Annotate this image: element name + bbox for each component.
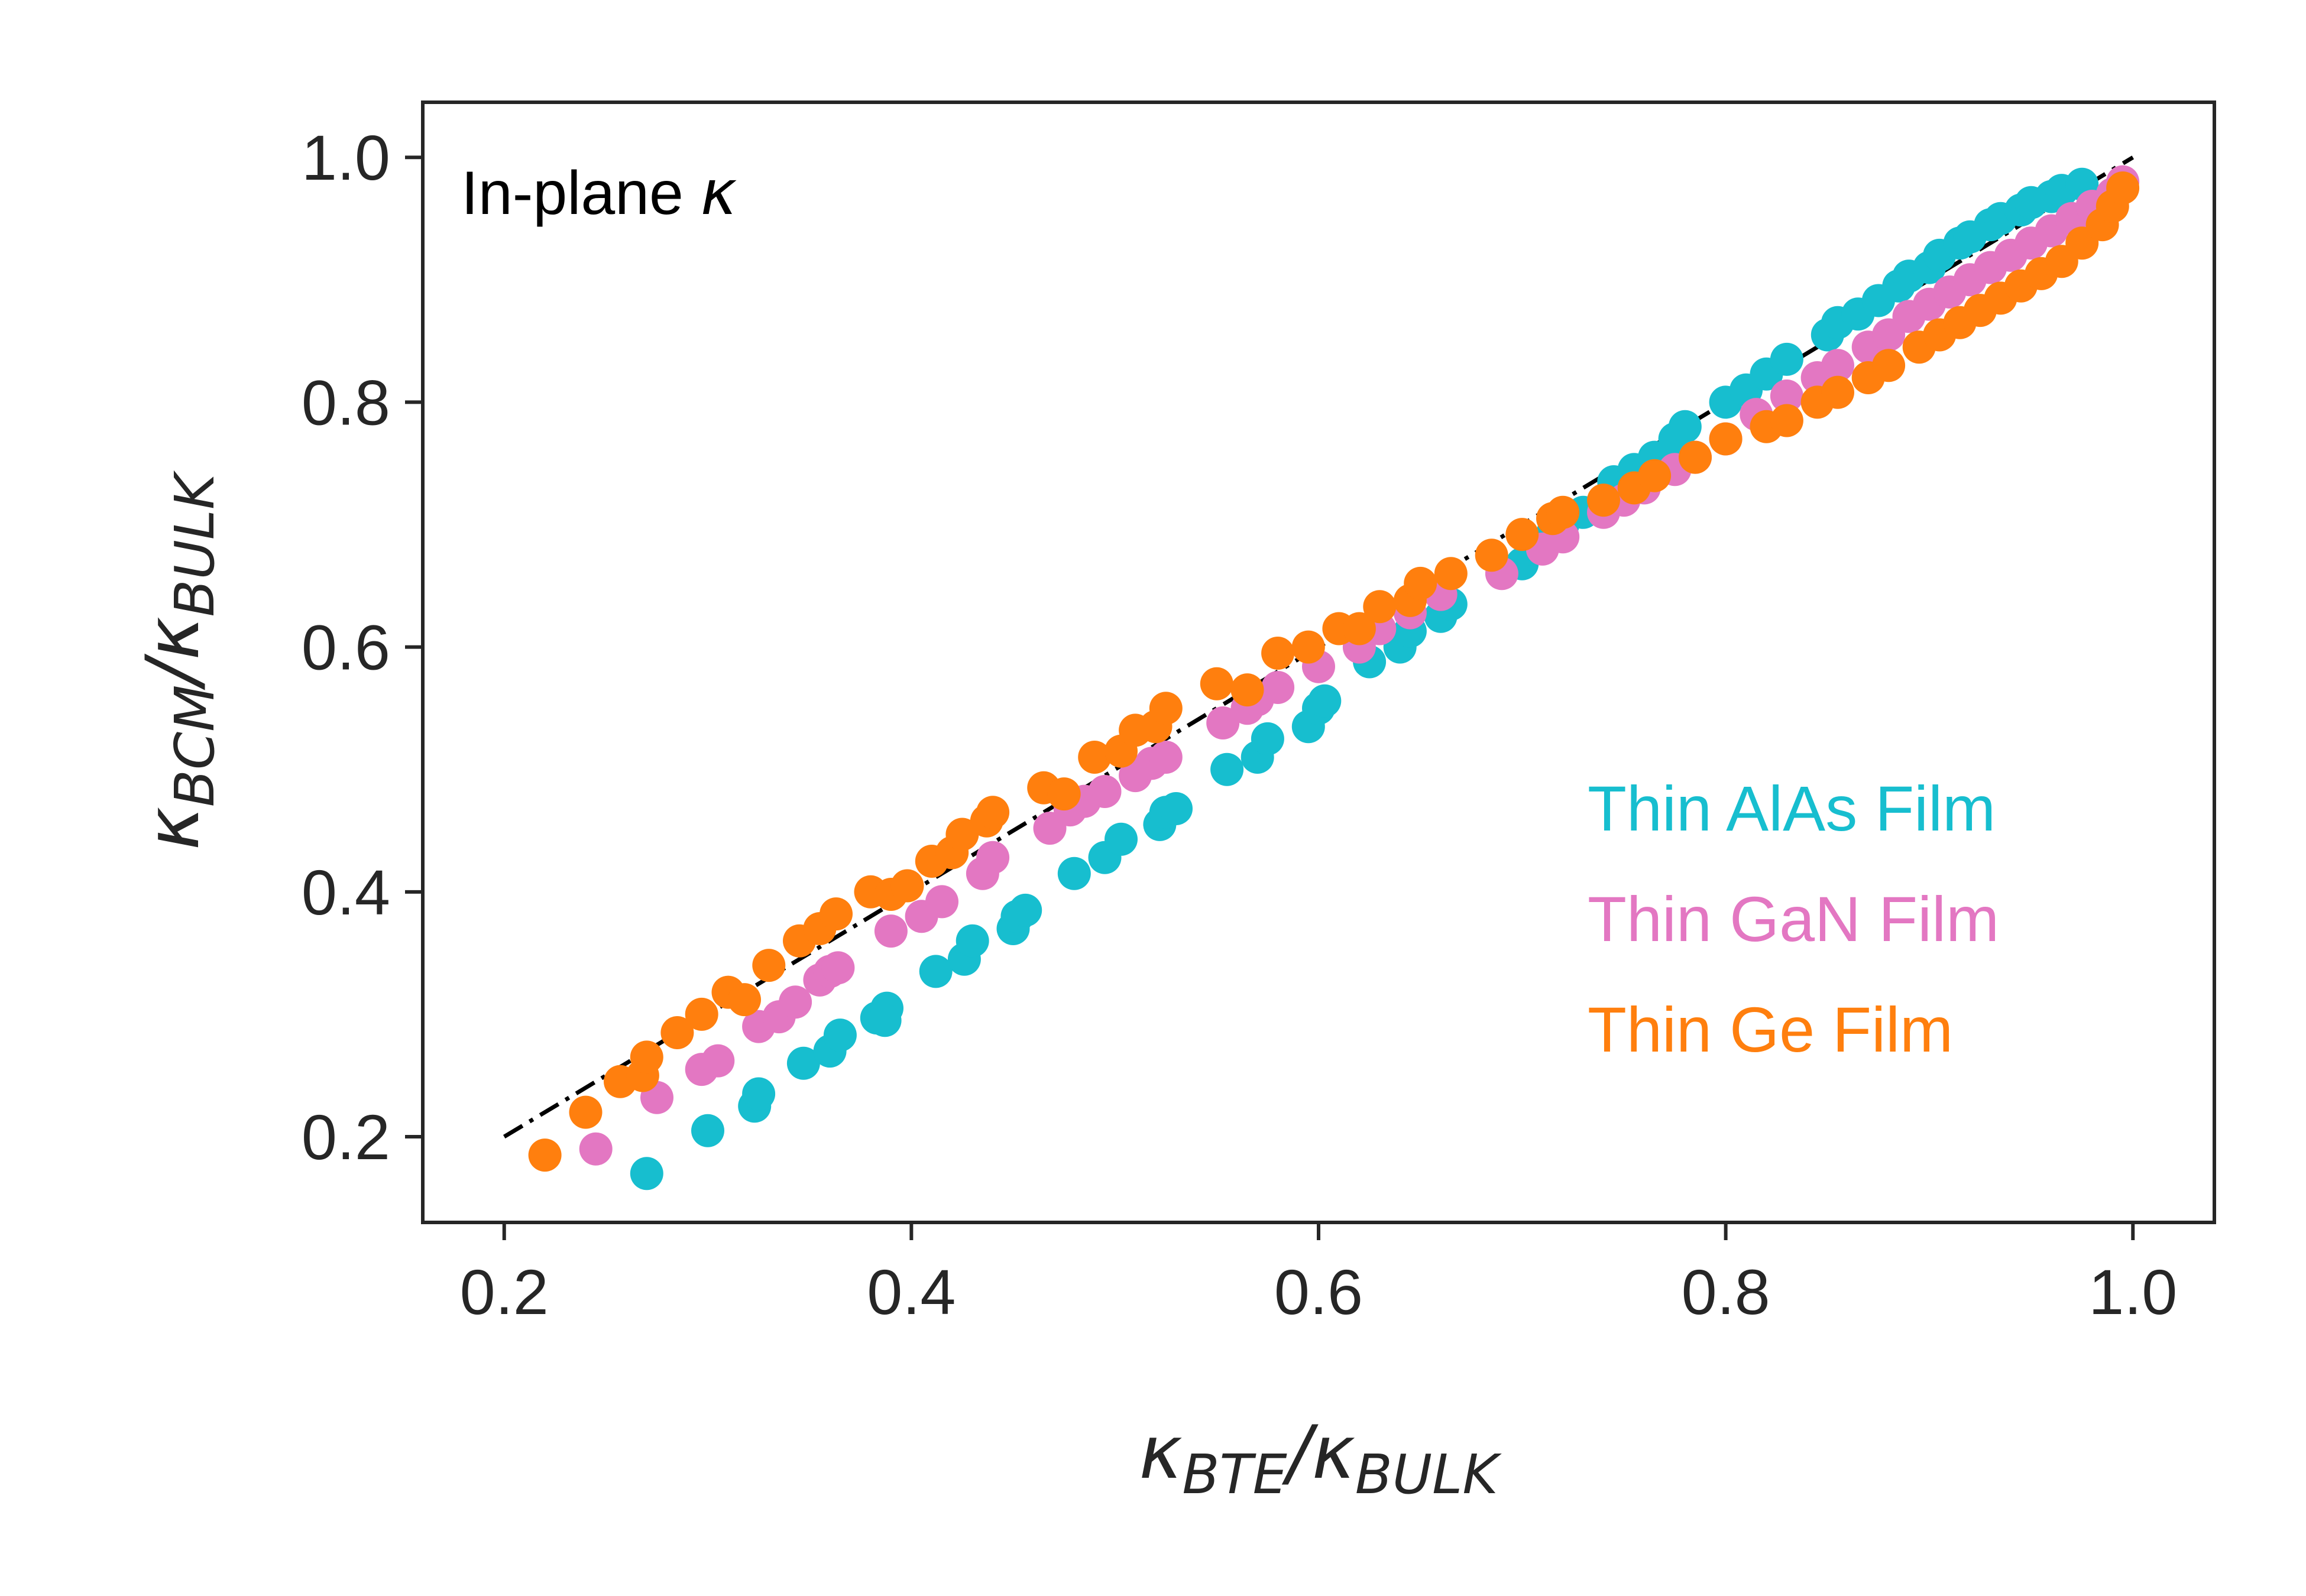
x-axis-ticks: 0.2 0.4 0.6 0.8 1.0: [460, 1222, 2177, 1328]
data-point: [1200, 667, 1233, 700]
data-point: [1149, 692, 1183, 725]
y-tick-label: 0.2: [302, 1101, 390, 1173]
data-point: [1047, 777, 1081, 811]
x-tick-label: 1.0: [2088, 1256, 2177, 1328]
data-point: [1251, 722, 1284, 755]
legend-entry: Thin GaN Film: [1588, 883, 1999, 955]
data-point: [1770, 342, 1803, 376]
data-point: [956, 924, 989, 958]
data-point: [1206, 706, 1240, 739]
data-point: [701, 1044, 735, 1078]
data-point: [1342, 612, 1376, 645]
data-point: [1160, 792, 1193, 825]
data-point: [925, 885, 958, 919]
series-2: [528, 171, 2140, 1172]
data-point: [1638, 459, 1672, 492]
x-tick-label: 0.2: [460, 1256, 549, 1328]
data-point: [630, 1040, 663, 1074]
data-point: [1088, 775, 1122, 808]
legend-entry: Thin AlAs Film: [1588, 773, 1996, 844]
data-point: [1404, 566, 1437, 600]
series-1: [579, 165, 2140, 1166]
y-axis-title: κBCM/κBULK: [131, 470, 226, 850]
data-point: [728, 983, 761, 1017]
data-point: [752, 949, 786, 982]
data-point: [823, 1018, 857, 1052]
plot-annotation: In-plane κ: [461, 157, 737, 229]
data-point: [1679, 440, 1712, 474]
data-point: [874, 914, 908, 948]
data-point: [868, 1004, 902, 1037]
x-tick-label: 0.4: [867, 1256, 956, 1328]
data-point: [1261, 637, 1295, 670]
x-axis-title: κBTE/κBULK: [1139, 1410, 1502, 1506]
data-point: [1291, 630, 1325, 664]
data-point: [660, 1016, 694, 1049]
data-point: [820, 897, 853, 931]
data-point: [1308, 684, 1342, 718]
x-tick-label: 0.6: [1274, 1256, 1363, 1328]
y-tick-label: 0.4: [302, 857, 390, 928]
data-point: [821, 951, 855, 985]
legend-entry: Thin Ge Film: [1588, 994, 1953, 1065]
data-point: [1230, 673, 1264, 707]
data-point: [945, 818, 979, 851]
data-point: [890, 869, 924, 903]
data-point: [1872, 349, 1906, 382]
y-tick-label: 1.0: [302, 122, 390, 193]
data-point: [742, 1077, 776, 1111]
data-point: [1770, 379, 1803, 413]
data-point: [685, 997, 718, 1031]
data-point: [1105, 822, 1138, 856]
data-point: [569, 1095, 603, 1129]
data-point: [1587, 484, 1620, 517]
data-point: [528, 1138, 562, 1172]
data-point: [1709, 422, 1743, 456]
data-point: [1009, 893, 1042, 927]
y-axis-ticks: 0.2 0.4 0.6 0.8 1.0: [302, 122, 423, 1173]
data-point: [786, 1046, 820, 1080]
data-point: [1546, 495, 1580, 529]
data-point: [1821, 375, 1854, 409]
data-points-layer: [528, 165, 2140, 1190]
data-point: [976, 796, 1010, 829]
data-point: [1434, 557, 1468, 591]
data-point: [1668, 410, 1702, 443]
data-point: [976, 841, 1010, 874]
data-point: [579, 1132, 613, 1166]
data-point: [1057, 857, 1091, 890]
data-point: [691, 1114, 724, 1147]
data-point: [1210, 752, 1244, 786]
data-point: [1821, 349, 1854, 382]
data-point: [1475, 539, 1508, 572]
data-point: [1770, 404, 1803, 437]
data-point: [630, 1157, 663, 1190]
legend: Thin AlAs Film Thin GaN Film Thin Ge Film: [1588, 773, 1999, 1065]
data-point: [1078, 741, 1112, 774]
data-point: [1261, 671, 1295, 704]
y-tick-label: 0.6: [302, 612, 390, 683]
data-point: [779, 985, 812, 1019]
x-tick-label: 0.8: [1682, 1256, 1770, 1328]
data-point: [2106, 171, 2140, 205]
y-tick-label: 0.8: [302, 366, 390, 438]
data-point: [1149, 741, 1183, 774]
data-point: [1505, 518, 1539, 552]
data-point: [919, 955, 953, 988]
data-point: [1363, 590, 1397, 624]
